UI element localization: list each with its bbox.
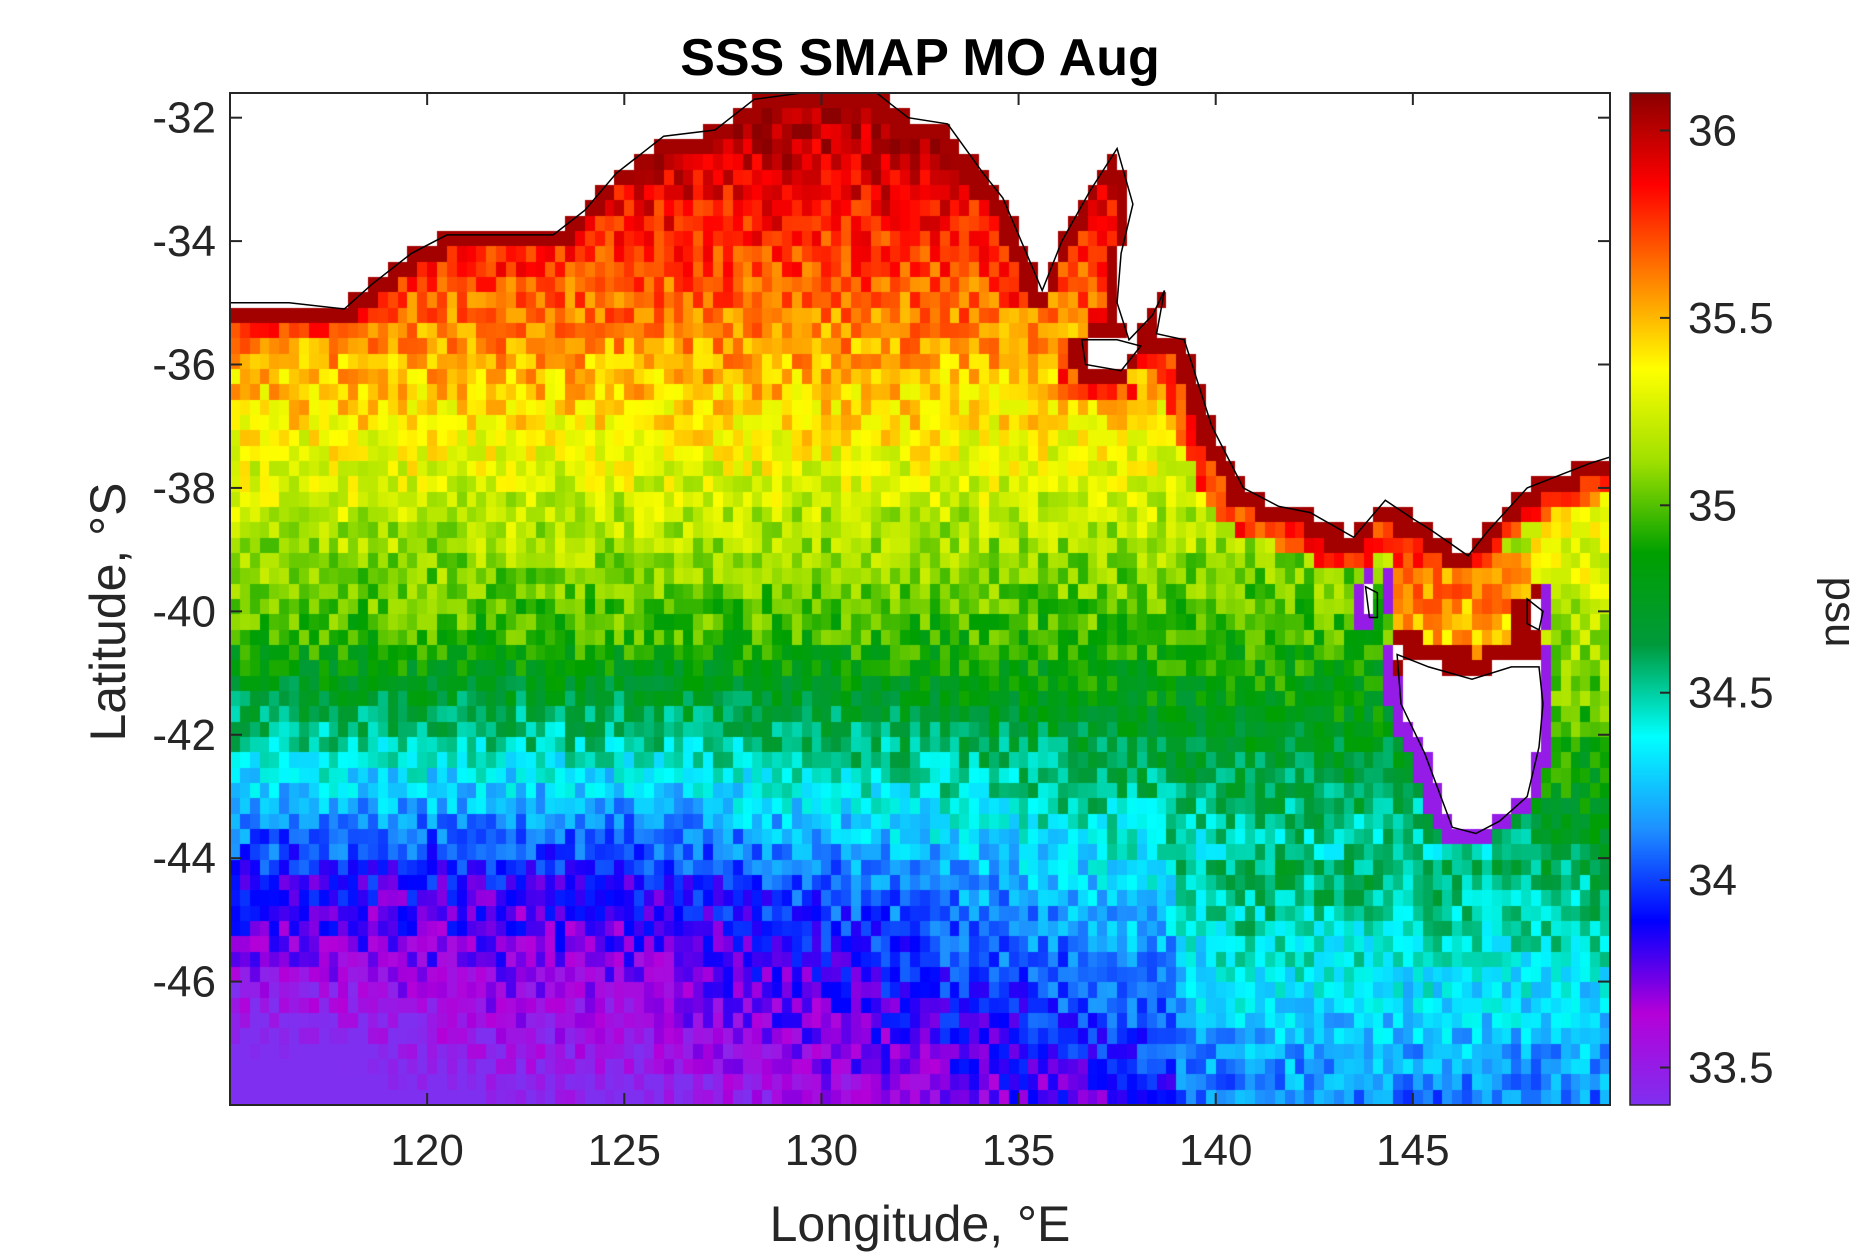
colorbar-tick-label: 33.5 xyxy=(1688,1044,1774,1093)
x-tick-label: 145 xyxy=(1376,1126,1449,1175)
coastline-path xyxy=(1396,653,1544,835)
salinity-heatmap xyxy=(230,93,1610,1105)
y-tick-label: -38 xyxy=(152,464,216,513)
colorbar-ticks: 33.5 34 34.5 35 35.5 36 xyxy=(1660,106,1774,1093)
chart-title: SSS SMAP MO Aug xyxy=(680,29,1160,87)
colorbar-tick-label: 35 xyxy=(1688,481,1737,530)
x-axis: 120 125 130 135 140 145 xyxy=(390,93,1450,1175)
coastline-path xyxy=(1364,585,1379,619)
y-tick-label: -42 xyxy=(152,711,216,760)
colorbar-tick-label: 35.5 xyxy=(1688,294,1774,343)
colorbar xyxy=(1629,92,1671,1106)
coastline xyxy=(230,93,1610,835)
colorbar-tick-label: 34.5 xyxy=(1688,669,1774,718)
salinity-raster xyxy=(230,93,1610,1105)
y-tick-label: -44 xyxy=(152,834,216,883)
x-tick-label: 125 xyxy=(588,1126,661,1175)
x-axis-label: Longitude, °E xyxy=(769,1196,1071,1252)
y-tick-label: -36 xyxy=(152,341,216,390)
y-tick-label: -40 xyxy=(152,587,216,636)
y-tick-label: -32 xyxy=(152,94,216,143)
y-tick-label: -34 xyxy=(152,217,216,266)
coastline-path xyxy=(1526,597,1544,632)
colorbar-label: psu xyxy=(1816,576,1865,648)
colorbar-tick-label: 36 xyxy=(1688,106,1737,155)
x-tick-label: 135 xyxy=(982,1126,1055,1175)
x-tick-label: 140 xyxy=(1179,1126,1252,1175)
y-axis: -32 -34 -36 -38 -40 -42 -44 -46 xyxy=(152,94,1610,1007)
y-tick-label: -46 xyxy=(152,958,216,1007)
colorbar-tick-label: 34 xyxy=(1688,856,1737,905)
x-tick-label: 120 xyxy=(390,1126,463,1175)
coastline-path xyxy=(1080,339,1143,372)
plot-frame xyxy=(229,92,1611,1106)
coastline-path xyxy=(230,93,1610,557)
x-tick-label: 130 xyxy=(785,1126,858,1175)
y-axis-label: Latitude, °S xyxy=(80,482,136,742)
